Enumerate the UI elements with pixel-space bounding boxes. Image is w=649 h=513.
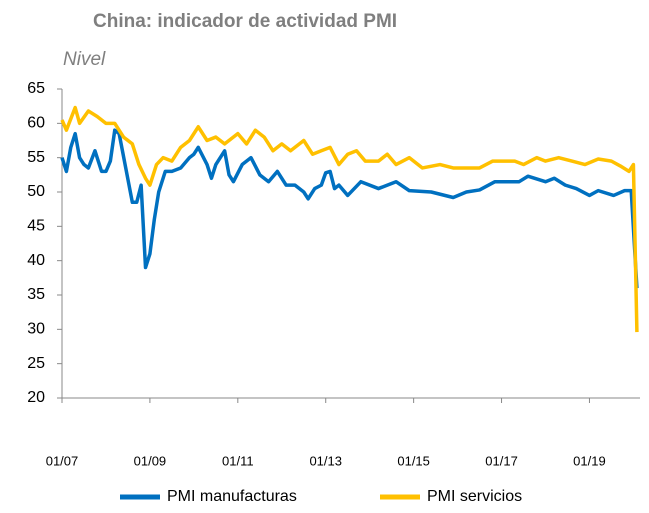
y-tick-label: 60 [27,115,45,132]
y-tick-label: 45 [27,218,45,235]
y-tick-label: 55 [27,149,45,166]
x-tick-label: 01/07 [46,453,79,468]
y-tick-label: 35 [27,286,45,303]
chart-title: China: indicador de actividad PMI [93,11,397,32]
x-tick-label: 01/17 [485,453,518,468]
x-tick-label: 01/11 [222,453,254,468]
legend-label: PMI servicios [427,488,522,505]
y-tick-label: 25 [27,355,45,372]
y-tick-label: 40 [27,252,45,269]
x-tick-label: 01/19 [573,453,606,468]
legend-label: PMI manufacturas [167,488,297,505]
y-tick-label: 65 [27,80,45,97]
y-tick-label: 20 [27,389,45,406]
x-tick-label: 01/15 [397,453,430,468]
y-tick-label: 30 [27,321,45,338]
x-tick-label: 01/13 [309,453,342,468]
chart-subtitle: Nivel [63,49,106,70]
x-tick-label: 01/09 [134,453,167,468]
y-tick-label: 50 [27,183,45,200]
series-line [60,105,639,333]
series-line [60,128,639,289]
